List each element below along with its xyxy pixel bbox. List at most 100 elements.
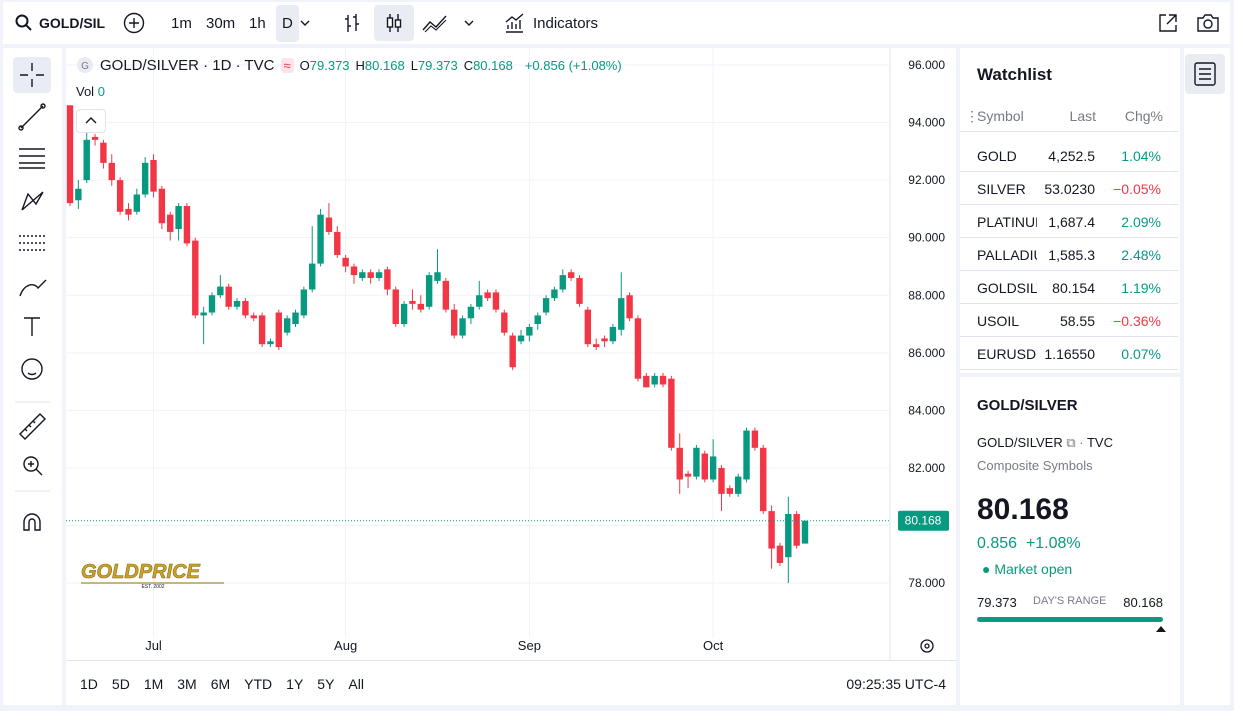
- interval-menu[interactable]: [299, 18, 311, 28]
- add-symbol-icon[interactable]: [123, 12, 145, 34]
- indicators-button[interactable]: Indicators: [533, 15, 599, 32]
- column-header[interactable]: Chg%: [1124, 108, 1163, 124]
- last-price-label: 80.168: [905, 514, 942, 528]
- candle-body: [258, 315, 266, 345]
- column-header[interactable]: Last: [1069, 108, 1096, 124]
- interval-button[interactable]: 30m: [206, 15, 236, 32]
- snapshot-icon[interactable]: [1196, 12, 1220, 34]
- candle-body: [225, 286, 232, 307]
- drag-handle[interactable]: ⋮: [965, 108, 979, 124]
- candle-body: [267, 341, 274, 345]
- projection-tool[interactable]: [19, 235, 45, 251]
- candle-body: [734, 476, 742, 494]
- watchlist-symbol[interactable]: PALLADIUM: [977, 247, 1037, 263]
- watchlist-row[interactable]: EURUSD 1.16550 0.07%: [960, 337, 1178, 370]
- range-button[interactable]: 3M: [177, 676, 197, 692]
- ohlc-label: C: [463, 57, 474, 73]
- candle-body: [384, 269, 391, 290]
- candle-body: [484, 292, 491, 299]
- watchlist-last: 1,585.3: [1048, 247, 1095, 263]
- watchlist-symbol[interactable]: USOIL: [977, 313, 1020, 329]
- watchlist-change: −0.36%: [1113, 313, 1161, 329]
- candle-body: [417, 303, 424, 310]
- ohlc-label: L: [410, 57, 418, 73]
- brush-tool[interactable]: [19, 279, 47, 297]
- bars-icon[interactable]: [341, 12, 363, 34]
- column-header[interactable]: Symbol: [977, 108, 1023, 124]
- ohlc-value: 80.168: [364, 57, 405, 73]
- candles-active[interactable]: [374, 5, 414, 41]
- watchlist-row[interactable]: PLATINUM 1,687.4 2.09%: [960, 205, 1178, 238]
- watchlist-symbol[interactable]: EURUSD: [977, 346, 1037, 362]
- volume-value: 0: [97, 84, 105, 99]
- range-button[interactable]: 6M: [210, 676, 231, 692]
- candle-body: [643, 375, 650, 388]
- candle-body: [476, 295, 483, 307]
- range-button[interactable]: 1D: [80, 676, 98, 692]
- details-symbol[interactable]: GOLD/SILVER: [977, 435, 1063, 450]
- watchlist-toggle[interactable]: [1185, 54, 1225, 94]
- candle-body: [501, 312, 508, 333]
- collapse-button[interactable]: [76, 109, 106, 133]
- tool-active[interactable]: [13, 57, 51, 93]
- area-icon[interactable]: [421, 12, 449, 34]
- candle-body: [551, 289, 558, 299]
- pattern-tool[interactable]: [21, 191, 44, 211]
- watchlist-row[interactable]: GOLD 4,252.5 1.04%: [960, 139, 1178, 172]
- candle-body: [242, 301, 249, 316]
- watchlist-row[interactable]: USOIL 58.55 −0.36%: [960, 304, 1178, 337]
- candle-body: [459, 318, 466, 336]
- symbol[interactable]: GOLD/SIL: [39, 15, 106, 31]
- candle-body: [141, 162, 149, 195]
- range-button[interactable]: 5D: [111, 676, 130, 692]
- range-button[interactable]: 1Y: [286, 676, 304, 692]
- crosshair-tool[interactable]: [20, 63, 44, 87]
- watchlist-row[interactable]: GOLDSILVER 80.154 1.19%: [960, 271, 1178, 304]
- range-button[interactable]: 5Y: [317, 676, 335, 692]
- y-tick-label: 88.000: [908, 288, 945, 302]
- watchlist-row[interactable]: PALLADIUM 1,585.3 2.48%: [960, 238, 1178, 271]
- range-button[interactable]: 1M: [143, 676, 164, 692]
- interval-button[interactable]: 1m: [171, 15, 192, 32]
- emoji-tool[interactable]: [21, 358, 43, 380]
- candle-body: [626, 295, 633, 319]
- watchlist-symbol[interactable]: PLATINUM: [977, 214, 1037, 230]
- composite-badge: ≈: [280, 57, 294, 73]
- candle-body: [150, 159, 157, 192]
- fib-tool[interactable]: [19, 148, 45, 169]
- candle-body: [768, 511, 775, 549]
- range-button[interactable]: All: [348, 676, 364, 692]
- watchlist-last: 53.0230: [1044, 181, 1095, 197]
- chart-type-menu[interactable]: [463, 18, 475, 28]
- candle-body: [66, 105, 74, 204]
- magnet-tool[interactable]: [23, 513, 41, 531]
- ruler-tool[interactable]: [19, 413, 46, 440]
- market-status: ● Market open: [982, 561, 1073, 577]
- symbol-logo: G: [77, 57, 93, 73]
- search-icon[interactable]: [15, 14, 33, 32]
- candle-body: [425, 275, 433, 307]
- watchlist-symbol[interactable]: SILVER: [977, 181, 1026, 197]
- watchlist-symbol[interactable]: GOLDSILVER: [977, 280, 1037, 296]
- indicators-icon[interactable]: [503, 12, 525, 34]
- interval-button[interactable]: D: [276, 5, 299, 42]
- candles-icon[interactable]: [383, 12, 405, 34]
- settings-icon[interactable]: [920, 639, 934, 653]
- candle-body: [726, 488, 734, 494]
- watchlist-last: 80.154: [1052, 280, 1095, 296]
- watchlist-change: 1.19%: [1121, 280, 1161, 296]
- details-title: GOLD/SILVER: [977, 397, 1078, 414]
- trend-line-tool[interactable]: [20, 105, 44, 129]
- candle-body: [592, 344, 600, 348]
- watchlist-last: 1,687.4: [1048, 214, 1095, 230]
- popout-icon[interactable]: [1157, 12, 1179, 34]
- zoom-tool[interactable]: [23, 456, 39, 472]
- range-button[interactable]: YTD: [244, 676, 273, 692]
- candle-body: [684, 473, 692, 477]
- ohlc-label: H: [355, 57, 365, 73]
- interval-button[interactable]: 1h: [249, 15, 266, 32]
- watchlist-symbol[interactable]: GOLD: [977, 148, 1017, 164]
- text-tool[interactable]: [24, 317, 40, 336]
- watchlist-row[interactable]: SILVER 53.0230 −0.05%: [960, 172, 1178, 205]
- candle-body: [618, 298, 625, 330]
